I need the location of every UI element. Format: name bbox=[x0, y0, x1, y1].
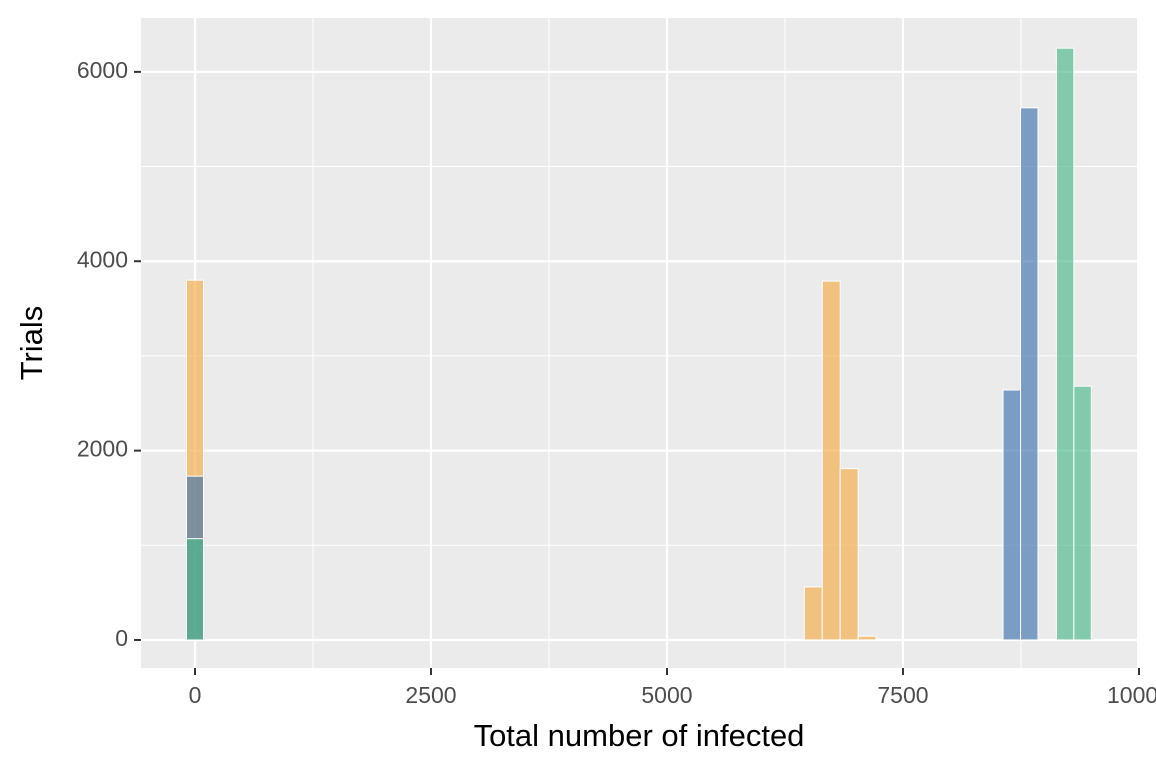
x-tick-label: 7500 bbox=[877, 682, 928, 708]
y-tick-label: 0 bbox=[115, 625, 128, 651]
y-axis-title: Trials bbox=[14, 306, 49, 381]
x-axis-title: Total number of infected bbox=[474, 718, 805, 753]
histogram-bar bbox=[1002, 389, 1022, 641]
histogram-bar bbox=[857, 635, 877, 641]
histogram-bar bbox=[839, 468, 859, 641]
histogram-bar bbox=[1055, 47, 1075, 641]
y-tick-label: 6000 bbox=[77, 57, 128, 83]
x-tick-label: 5000 bbox=[641, 682, 692, 708]
histogram-bar bbox=[186, 538, 204, 641]
panel bbox=[141, 18, 1137, 668]
histogram-bar bbox=[821, 280, 841, 641]
histogram-bar bbox=[803, 586, 823, 641]
x-tick-label: 2500 bbox=[405, 682, 456, 708]
y-tick-label: 4000 bbox=[77, 246, 128, 272]
histogram-bar bbox=[1073, 385, 1092, 641]
y-tick-label: 2000 bbox=[77, 436, 128, 462]
histogram-bar bbox=[1020, 107, 1039, 641]
x-tick-label: 0 bbox=[189, 682, 202, 708]
